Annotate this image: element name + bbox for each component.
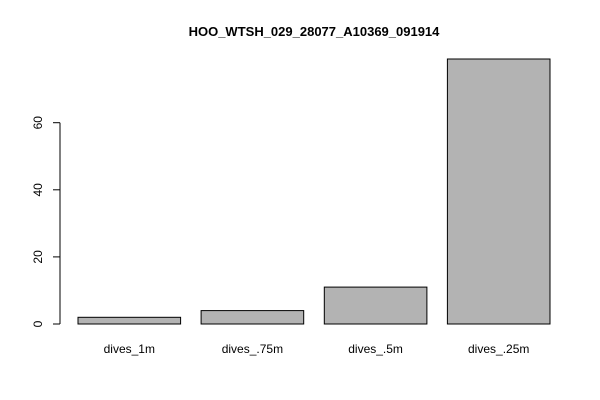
category-label: dives_.5m bbox=[348, 342, 403, 356]
bar-dives-25m bbox=[446, 58, 551, 325]
y-axis: 0 20 40 60 bbox=[31, 116, 61, 327]
category-label: dives_.25m bbox=[468, 342, 529, 356]
bar-dives-1m bbox=[77, 316, 182, 325]
y-tick-label: 20 bbox=[31, 250, 45, 264]
y-tick-label: 40 bbox=[31, 183, 45, 197]
bar-dives-5m bbox=[323, 286, 428, 325]
bars-group bbox=[77, 58, 551, 325]
x-category-labels: dives_1m dives_.75m dives_.5m dives_.25m bbox=[104, 342, 530, 356]
category-label: dives_1m bbox=[104, 342, 155, 356]
bar-dives-75m bbox=[200, 310, 305, 325]
chart-title: HOO_WTSH_029_28077_A10369_091914 bbox=[189, 24, 441, 39]
y-tick-label: 60 bbox=[31, 116, 45, 130]
y-tick-label: 0 bbox=[31, 320, 45, 327]
category-label: dives_.75m bbox=[222, 342, 283, 356]
